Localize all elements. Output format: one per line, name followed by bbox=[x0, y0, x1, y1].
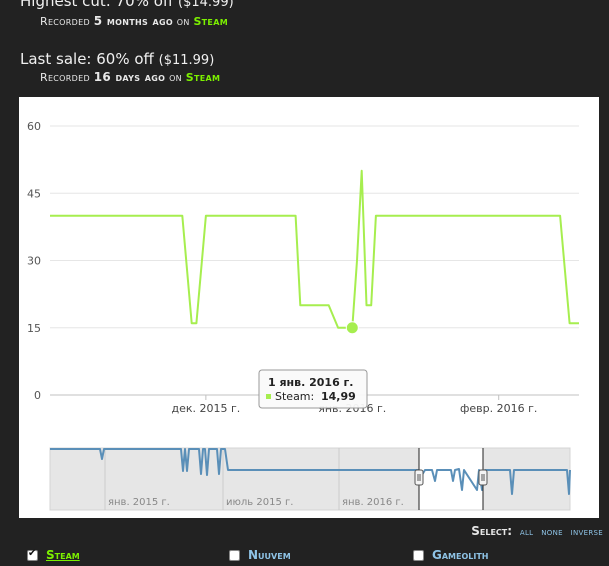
checkbox-steam[interactable] bbox=[27, 548, 38, 561]
store-toggle-nuuvem[interactable]: Nuuvem bbox=[229, 548, 291, 562]
navigator-mask-left bbox=[50, 448, 419, 510]
x-tick-label: февр. 2016 г. bbox=[460, 402, 537, 415]
recorded-ago: 16 days ago bbox=[93, 70, 166, 84]
navigator-mask-right bbox=[483, 448, 570, 510]
last-sale-label: Last sale: 60% off bbox=[20, 50, 154, 68]
recorded-label: Recorded bbox=[40, 15, 90, 28]
recorded-store[interactable]: Steam bbox=[193, 15, 228, 28]
navigator-tick-label: июль 2015 г. bbox=[226, 497, 293, 508]
recorded-on: on bbox=[169, 71, 182, 84]
tooltip-box bbox=[258, 369, 368, 409]
store-name-gameolith[interactable]: Gameolith bbox=[432, 548, 489, 562]
highest-cut-label: Highest cut: 70% off bbox=[20, 0, 174, 10]
navigator-handle[interactable] bbox=[414, 469, 424, 486]
y-tick-label: 60 bbox=[27, 120, 41, 133]
tooltip-date: 1 янв. 2016 г. bbox=[268, 376, 354, 389]
y-tick-label: 0 bbox=[34, 389, 41, 402]
store-toggle-steam[interactable]: Steam bbox=[27, 548, 80, 562]
hover-marker bbox=[345, 321, 359, 335]
y-tick-label: 30 bbox=[27, 255, 41, 268]
select-inverse-link[interactable]: inverse bbox=[570, 527, 603, 538]
highest-cut-price: ($14.99) bbox=[178, 0, 234, 10]
tooltip-series-swatch bbox=[266, 394, 271, 399]
last-sale-price: ($11.99) bbox=[158, 53, 215, 68]
chart-canvas[interactable]: 0 15 30 45 60 дек. 2015 г. янв. 2016 г. февр. 2… bbox=[19, 97, 599, 518]
store-name-nuuvem[interactable]: Nuuvem bbox=[248, 548, 291, 562]
series-line-steam bbox=[50, 169, 579, 329]
price-history-chart[interactable]: 0 15 30 45 60 дек. 2015 г. янв. 2016 г. февр. 2… bbox=[19, 97, 599, 518]
select-none-link[interactable]: none bbox=[541, 527, 563, 538]
recorded-on: on bbox=[176, 15, 190, 28]
select-bar: Select: all none inverse bbox=[471, 524, 603, 538]
y-tick-label: 15 bbox=[27, 322, 41, 335]
recorded-store[interactable]: Steam bbox=[185, 71, 221, 84]
navigator-tick-label: янв. 2015 г. bbox=[108, 497, 170, 508]
x-tick-label: дек. 2015 г. bbox=[171, 402, 240, 415]
tooltip-value: 14,99 bbox=[321, 390, 356, 403]
tooltip-series-label: Steam: bbox=[275, 390, 314, 403]
store-toggle-gameolith[interactable]: Gameolith bbox=[413, 548, 489, 562]
select-label: Select: bbox=[471, 524, 513, 538]
y-tick-label: 45 bbox=[27, 187, 41, 200]
navigator-handle[interactable] bbox=[478, 469, 488, 486]
navigator-tick-label: янв. 2016 г. bbox=[342, 497, 404, 508]
checkbox-nuuvem[interactable] bbox=[229, 549, 240, 561]
recorded-label: Recorded bbox=[40, 71, 90, 84]
store-name-steam[interactable]: Steam bbox=[46, 548, 80, 562]
checkbox-gameolith[interactable] bbox=[413, 549, 424, 561]
select-all-link[interactable]: all bbox=[519, 527, 534, 538]
recorded-ago: 5 months ago bbox=[93, 14, 173, 28]
